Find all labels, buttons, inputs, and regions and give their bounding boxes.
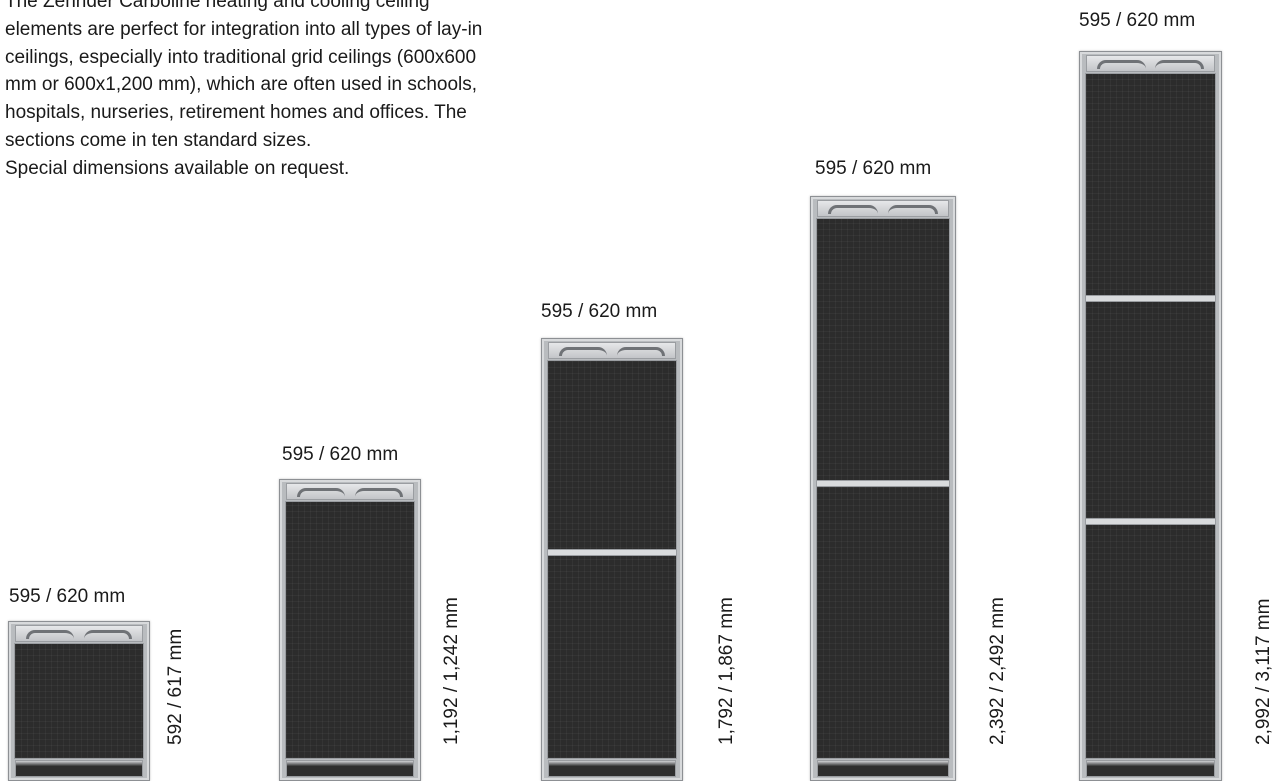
panel-4 bbox=[810, 196, 956, 781]
panel-5-divider-2 bbox=[1086, 518, 1215, 525]
panel-3 bbox=[541, 338, 683, 781]
panel-4-top-cap bbox=[817, 200, 949, 217]
panel-5 bbox=[1079, 51, 1222, 781]
intro-paragraph: The Zehnder Carboline heating and coolin… bbox=[5, 0, 483, 151]
panel-1 bbox=[8, 621, 150, 781]
panel-1-surface bbox=[14, 643, 144, 759]
panel-2-bottom-cap bbox=[286, 760, 414, 777]
panel-4-divider bbox=[817, 480, 949, 487]
panel-2-height-label: 1,192 / 1,242 mm bbox=[441, 597, 462, 745]
panel-1-height-label: 592 / 617 mm bbox=[165, 628, 186, 745]
panel-4-bottom-cap bbox=[817, 760, 949, 777]
panel-4-surface bbox=[816, 218, 950, 759]
panel-5-divider-1 bbox=[1086, 295, 1215, 302]
panel-1-top-cap bbox=[15, 625, 143, 642]
panel-5-bottom-cap bbox=[1086, 760, 1215, 777]
panel-3-height-label: 1,792 / 1,867 mm bbox=[716, 597, 737, 745]
panel-5-surface bbox=[1085, 73, 1216, 759]
panel-2-surface bbox=[285, 501, 415, 759]
panel-2 bbox=[279, 479, 421, 781]
intro-note: Special dimensions available on request. bbox=[5, 157, 350, 179]
panel-3-top-cap bbox=[548, 342, 676, 359]
panel-4-width-label: 595 / 620 mm bbox=[815, 158, 932, 179]
panel-5-height-label: 2,992 / 3,117 mm bbox=[1253, 598, 1274, 745]
panel-3-surface bbox=[547, 360, 677, 759]
panel-2-width-label: 595 / 620 mm bbox=[282, 444, 399, 465]
panel-1-bottom-cap bbox=[15, 760, 143, 777]
panel-5-top-cap bbox=[1086, 55, 1215, 72]
panel-3-divider bbox=[548, 549, 676, 556]
panel-3-width-label: 595 / 620 mm bbox=[541, 301, 658, 322]
panel-1-width-label: 595 / 620 mm bbox=[9, 586, 126, 607]
panel-5-width-label: 595 / 620 mm bbox=[1079, 10, 1196, 31]
panel-4-height-label: 2,392 / 2,492 mm bbox=[987, 597, 1008, 745]
panel-3-bottom-cap bbox=[548, 760, 676, 777]
intro-text: The Zehnder Carboline heating and coolin… bbox=[5, 0, 485, 183]
panel-2-top-cap bbox=[286, 483, 414, 500]
